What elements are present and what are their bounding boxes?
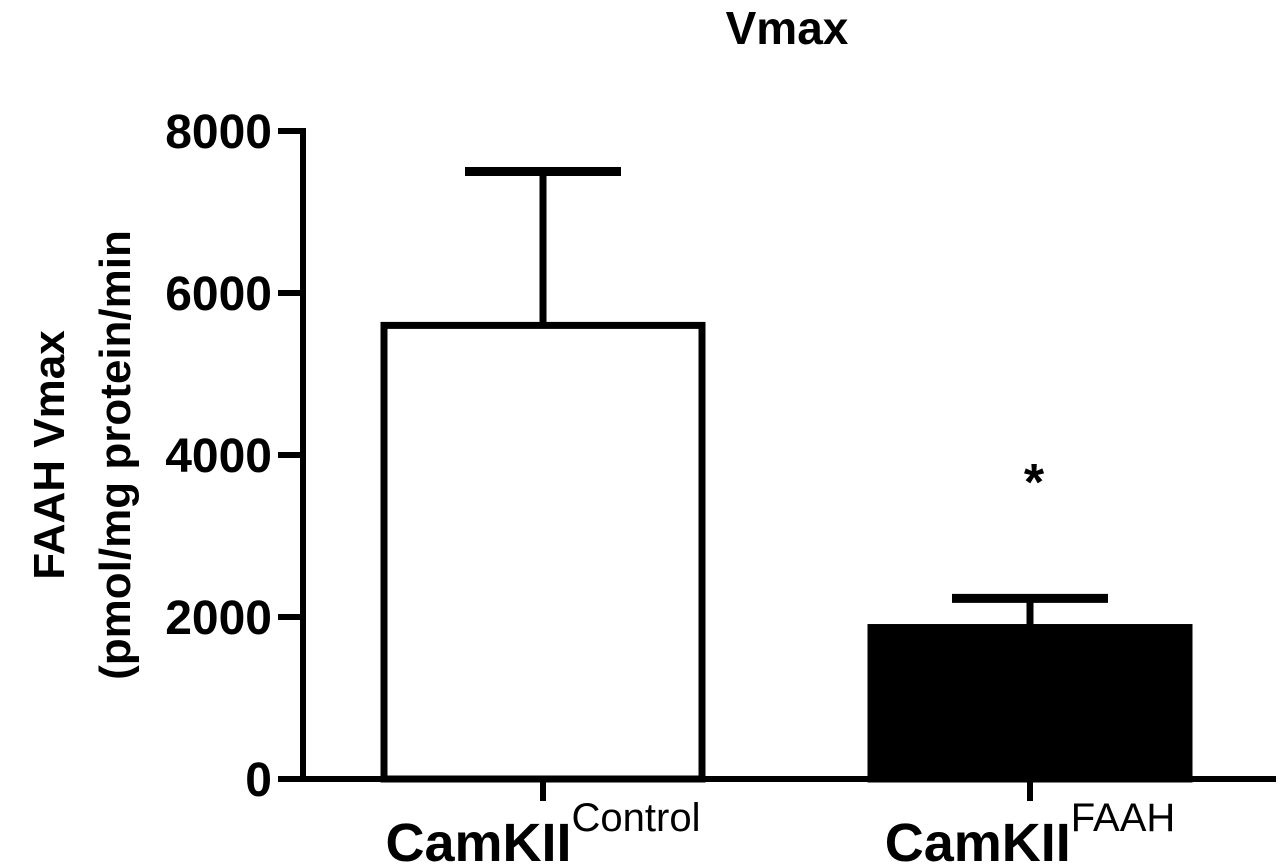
x-tick-label: CamKIIControl	[386, 796, 701, 867]
y-tick-label: 8000	[165, 106, 272, 159]
x-tick-label-base: CamKII	[386, 813, 572, 867]
x-axis: CamKIIControl CamKIIFAAH	[300, 776, 1276, 867]
y-tick-label: 6000	[165, 268, 272, 321]
bar	[867, 624, 1193, 783]
bars: *	[380, 167, 1193, 783]
chart-title: Vmax	[726, 2, 849, 54]
x-tick-label-superscript: FAAH	[1071, 796, 1175, 840]
significance-marker: *	[1024, 454, 1045, 512]
bar	[380, 321, 706, 783]
x-tick-label-base: CamKII	[885, 813, 1071, 867]
y-tick-label: 2000	[165, 592, 272, 645]
y-axis-label-line2: (pmol/mg protein/min	[91, 230, 140, 680]
y-axis-label-line1: FAAH Vmax	[25, 330, 74, 580]
x-tick-label: CamKIIFAAH	[885, 796, 1176, 867]
y-tick-label: 4000	[165, 430, 272, 483]
y-axis: 0 2000 4000 6000 8000	[165, 106, 306, 807]
x-tick-label-superscript: Control	[572, 796, 701, 840]
y-tick-label: 0	[245, 754, 272, 807]
